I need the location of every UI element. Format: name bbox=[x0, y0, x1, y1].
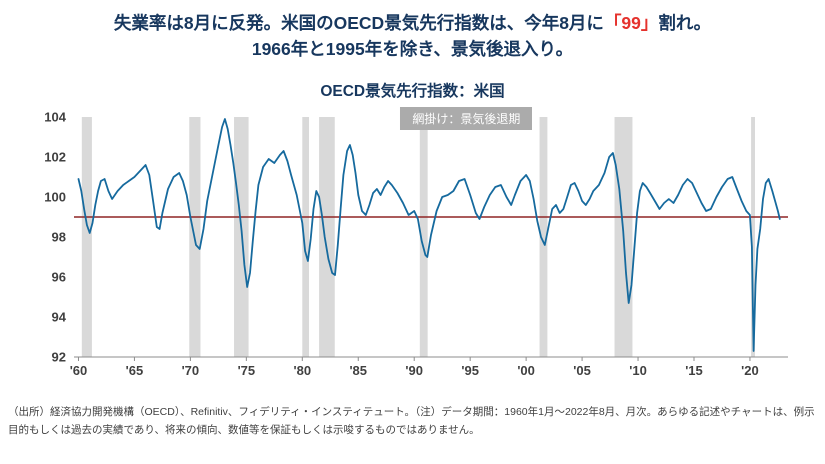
x-axis-label: '60 bbox=[69, 363, 87, 378]
y-axis-label: 98 bbox=[51, 229, 65, 244]
x-axis-label: '15 bbox=[685, 363, 703, 378]
recession-shading-legend: 網掛け：景気後退期 bbox=[400, 106, 533, 130]
x-axis-label: '05 bbox=[573, 363, 591, 378]
page-title-line1: 失業率は8月に反発。米国のOECD景気先行指数は、今年8月に「99」割れ。 bbox=[0, 10, 825, 36]
x-axis-label: '85 bbox=[349, 363, 367, 378]
y-axis-label: 100 bbox=[44, 189, 66, 204]
x-axis-label: '90 bbox=[405, 363, 423, 378]
recession-band bbox=[318, 116, 335, 357]
page-title: 失業率は8月に反発。米国のOECD景気先行指数は、今年8月に「99」割れ。 19… bbox=[0, 0, 825, 63]
line-chart: '60 '65 '70 '75 '80 '85 '90 '95 '00 '05 '10 '15 '20 9… bbox=[28, 105, 798, 387]
title-text-post: 割れ。 bbox=[658, 13, 712, 33]
x-axis-label: '00 bbox=[517, 363, 535, 378]
title-text-pre: 失業率は8月に反発。米国のOECD景気先行指数は、今年8月に bbox=[113, 13, 604, 33]
recession-band bbox=[750, 116, 755, 357]
y-axis-label: 92 bbox=[51, 349, 65, 364]
x-axis-label: '95 bbox=[461, 363, 479, 378]
recession-band bbox=[539, 116, 547, 357]
y-axis-label: 96 bbox=[51, 269, 65, 284]
x-axis-label: '65 bbox=[125, 363, 143, 378]
page-title-line2: 1966年と1995年を除き、景気後退入り。 bbox=[251, 39, 574, 60]
recession-band bbox=[419, 116, 428, 357]
x-axis-label: '80 bbox=[293, 363, 311, 378]
source-note: （出所）経済協力開発機構（OECD）、Refinitiv、フィデリティ・インステ… bbox=[8, 405, 815, 436]
x-axis-label: '20 bbox=[741, 363, 759, 378]
cli-series-line bbox=[77, 117, 781, 352]
y-axis-label: 104 bbox=[44, 109, 66, 124]
x-axis-label: '70 bbox=[181, 363, 199, 378]
chart-title: OECD景気先行指数：米国 bbox=[320, 82, 505, 100]
recession-band bbox=[81, 116, 92, 357]
chart-canvas: '60 '65 '70 '75 '80 '85 '90 '95 '00 '05 '10 '15 '20 9… bbox=[44, 109, 788, 378]
y-axis-label: 94 bbox=[51, 309, 66, 324]
x-axis-label: '10 bbox=[629, 363, 647, 378]
title-highlight-99: 「99」 bbox=[603, 13, 659, 33]
recession-band bbox=[301, 116, 309, 357]
x-axis-label: '75 bbox=[237, 363, 255, 378]
y-axis-label: 102 bbox=[44, 149, 66, 164]
